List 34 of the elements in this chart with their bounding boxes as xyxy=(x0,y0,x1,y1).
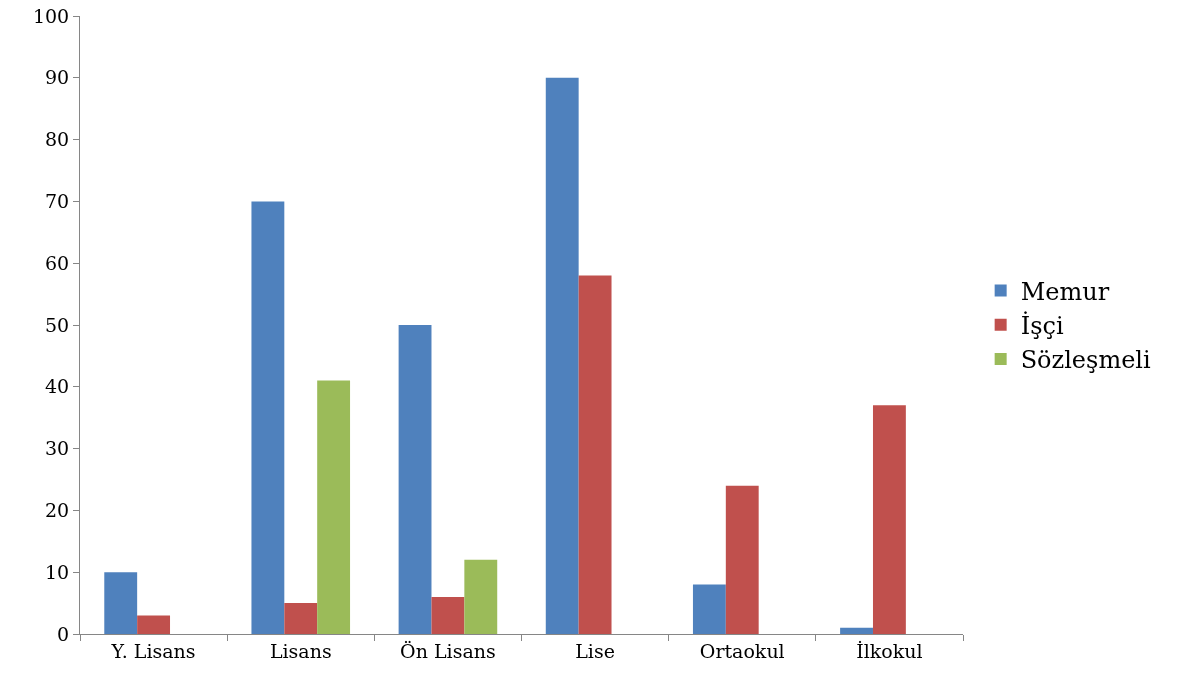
bar xyxy=(398,325,432,634)
bar xyxy=(104,572,138,634)
legend-label: İşçi xyxy=(1020,311,1064,341)
y-tick-label: 50 xyxy=(45,313,70,336)
y-tick-label: 80 xyxy=(45,128,70,151)
bar xyxy=(872,405,906,634)
y-tick-label: 90 xyxy=(45,66,70,89)
bar xyxy=(840,627,873,634)
y-tick-label: 70 xyxy=(45,190,70,213)
bar xyxy=(692,584,726,634)
y-tick-label: 0 xyxy=(57,622,70,645)
bar xyxy=(431,596,465,634)
bar xyxy=(545,77,579,634)
x-tick-label: Lisans xyxy=(269,639,332,662)
x-tick-label: Ortaokul xyxy=(699,639,785,662)
y-tick-label: 20 xyxy=(45,499,70,522)
legend-label: Sözleşmeli xyxy=(1020,346,1152,375)
x-tick-label: İlkokul xyxy=(856,639,923,662)
y-tick-label: 10 xyxy=(45,560,70,583)
x-tick-label: Y. Lisans xyxy=(110,639,196,662)
y-tick-label: 100 xyxy=(32,4,70,27)
bar xyxy=(284,603,318,634)
bar xyxy=(137,615,171,634)
y-tick-label: 40 xyxy=(45,375,70,398)
bar xyxy=(578,275,612,634)
x-tick-label: Ön Lisans xyxy=(400,639,496,662)
legend-label: Memur xyxy=(1020,277,1110,306)
bar xyxy=(464,559,498,634)
bar xyxy=(251,201,285,634)
bar xyxy=(317,380,351,634)
y-tick-label: 60 xyxy=(45,251,70,274)
bar xyxy=(725,485,759,634)
y-tick-label: 30 xyxy=(45,437,70,460)
x-tick-label: Lise xyxy=(575,639,615,662)
